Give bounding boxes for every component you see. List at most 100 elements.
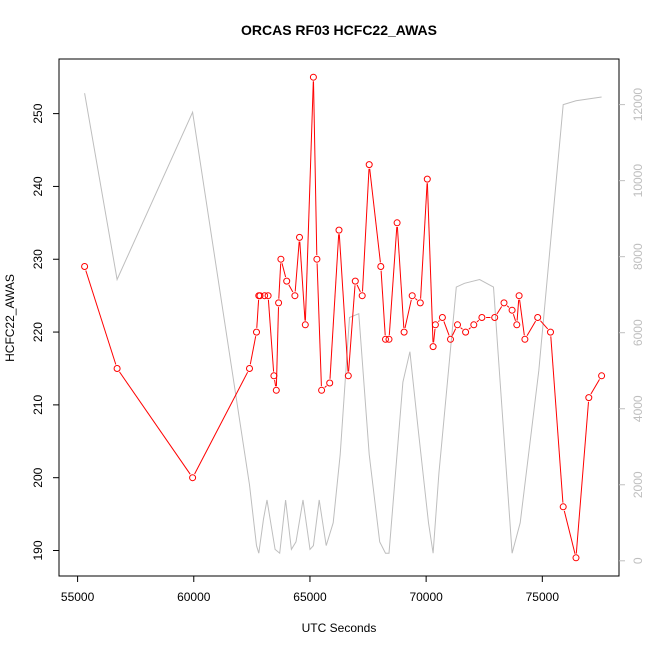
series-segment: [256, 299, 260, 328]
data-point: [438, 314, 446, 321]
y-tick-label: 220: [31, 322, 45, 342]
data-point: [491, 314, 499, 321]
data-point: [253, 328, 260, 336]
series-segment: [304, 81, 314, 321]
series-segment: [274, 379, 277, 387]
series-segment: [506, 305, 510, 308]
data-point: [513, 321, 521, 329]
y-tick-label: 240: [31, 176, 45, 196]
data-point: [275, 299, 283, 307]
series-segment: [550, 336, 564, 503]
series-segment: [496, 306, 503, 315]
series-segment: [516, 299, 520, 321]
data-point: [301, 321, 309, 329]
data-point: [598, 372, 606, 380]
series-segment: [433, 328, 436, 343]
series-segment: [85, 270, 117, 365]
series-segment: [194, 371, 249, 475]
data-point: [454, 321, 461, 329]
axes: 55000 60000 65000 70000 75000190200210220230…: [31, 88, 645, 604]
series-segment: [468, 327, 471, 330]
data-point: [272, 386, 280, 394]
data-point: [313, 255, 321, 263]
series-segment: [356, 284, 361, 293]
series-segment: [460, 327, 463, 330]
data-point: [283, 277, 291, 285]
data-point: [335, 226, 343, 234]
x-tick-label: 55000: [61, 590, 95, 604]
data-point: [429, 343, 437, 351]
data-point: [377, 263, 385, 270]
series-segment: [563, 510, 576, 554]
data-point: [351, 277, 359, 285]
series-segment: [451, 328, 457, 336]
series-segment: [396, 226, 405, 328]
series-segment: [267, 299, 275, 372]
data-point: [416, 299, 424, 307]
data-point: [270, 372, 278, 380]
data-point: [309, 73, 317, 81]
data-point: [408, 292, 416, 300]
y2-tick-label: 6000: [631, 319, 645, 346]
series-segment: [590, 379, 600, 395]
data-point: [326, 379, 334, 387]
data-point: [431, 321, 439, 329]
data-point: [547, 328, 554, 336]
data-point: [81, 263, 89, 270]
data-point: [277, 255, 285, 263]
y-axis-label: HCFC22_AWAS: [3, 274, 17, 362]
x-tick-label: 65000: [293, 590, 327, 604]
data-point: [393, 219, 401, 227]
series-segment: [575, 401, 589, 554]
series-left-axis: [81, 73, 606, 562]
x-tick-label: 70000: [409, 590, 443, 604]
data-point: [358, 292, 366, 300]
series-segment: [526, 320, 537, 336]
series-segment: [299, 241, 306, 321]
data-point: [534, 314, 542, 321]
data-point: [423, 175, 431, 183]
data-point: [296, 233, 303, 241]
series-segment: [329, 234, 340, 379]
series-segment: [275, 307, 279, 387]
series-segment: [362, 168, 370, 292]
series-segment: [476, 319, 480, 323]
series-segment: [404, 299, 412, 329]
series-segment: [414, 298, 418, 301]
data-point: [318, 386, 326, 394]
series-segment: [437, 320, 440, 323]
series-segment: [281, 263, 287, 278]
y-tick-label: 190: [31, 540, 45, 560]
data-point: [478, 314, 486, 321]
y2-tick-label: 4000: [631, 395, 645, 422]
data-point: [521, 335, 529, 343]
y2-tick-label: 2000: [631, 471, 645, 498]
x-tick-label: 60000: [177, 590, 211, 604]
data-point: [264, 292, 272, 300]
data-point: [344, 372, 352, 380]
series-segment: [338, 234, 349, 372]
y-tick-label: 200: [31, 467, 45, 487]
series-segment: [348, 285, 356, 372]
series-segment: [426, 183, 434, 343]
data-point: [246, 365, 253, 372]
series-segment: [288, 284, 294, 293]
y2-tick-label: 0: [631, 557, 645, 564]
x-tick-label: 75000: [526, 590, 560, 604]
data-point: [447, 335, 454, 343]
series-segment: [519, 299, 525, 336]
data-point: [500, 299, 508, 307]
chart-title: ORCAS RF03 HCFC22_AWAS: [241, 22, 437, 38]
data-point: [291, 292, 299, 300]
series-segment: [380, 270, 386, 336]
series-right-axis: [84, 93, 602, 555]
data-point: [385, 335, 393, 343]
y-tick-label: 230: [31, 249, 45, 269]
data-point: [515, 292, 523, 300]
series-segment: [316, 263, 322, 387]
series-segment: [540, 320, 549, 330]
y2-tick-label: 12000: [631, 88, 645, 122]
data-point: [462, 328, 470, 336]
series-segment: [369, 168, 381, 263]
